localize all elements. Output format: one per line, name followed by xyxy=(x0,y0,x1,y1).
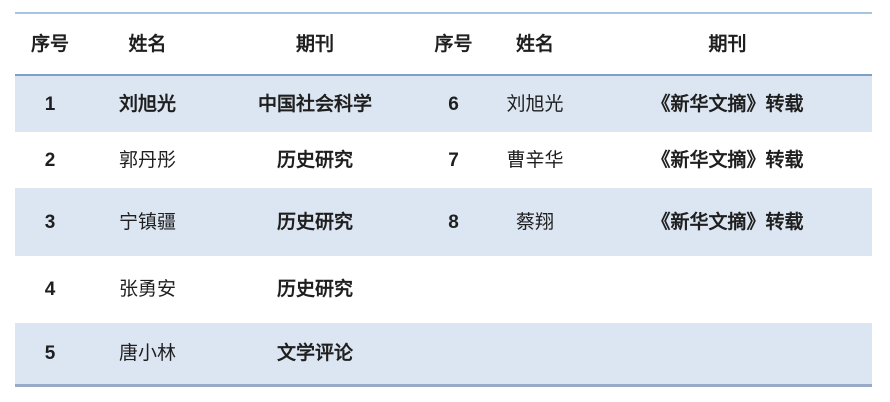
table-row: 1 刘旭光 中国社会科学 6 刘旭光 《新华文摘》转载 xyxy=(15,75,872,132)
header-cell-index-right: 序号 xyxy=(420,13,487,76)
cell-journal: 历史研究 xyxy=(210,188,420,256)
cell-name: 郭丹彤 xyxy=(118,149,176,171)
cell-journal xyxy=(583,323,872,387)
header-cell-name-right: 姓名 xyxy=(487,13,583,76)
header-cell-index-left: 序号 xyxy=(15,13,85,76)
cell-index xyxy=(420,323,487,387)
cell-name: 刘旭光 xyxy=(85,75,210,132)
cell-journal: 历史研究 xyxy=(276,149,353,171)
cell-name: 张勇安 xyxy=(118,279,176,300)
cell-index: 7 xyxy=(448,149,459,171)
cell-name xyxy=(487,256,583,323)
cell-journal: 《新华文摘》转载 xyxy=(583,188,872,256)
cell-name: 刘旭光 xyxy=(487,75,583,132)
cell-index: 5 xyxy=(15,323,85,387)
cell-journal: 历史研究 xyxy=(276,279,353,300)
cell-journal xyxy=(583,256,872,323)
cell-index: 3 xyxy=(15,188,85,256)
publications-table: 序号 姓名 期刊 序号 姓名 期刊 1 刘旭光 中国社会科学 6 刘旭光 《新华… xyxy=(15,12,872,387)
header-row: 序号 姓名 期刊 序号 姓名 期刊 xyxy=(15,13,872,76)
cell-index: 6 xyxy=(420,75,487,132)
cell-index: 4 xyxy=(44,279,56,300)
cell-index: 1 xyxy=(15,75,85,132)
cell-index: 2 xyxy=(44,149,56,171)
cell-name: 宁镇疆 xyxy=(85,188,210,256)
cell-journal: 《新华文摘》转载 xyxy=(583,75,872,132)
cell-index xyxy=(420,256,487,323)
cell-index: 8 xyxy=(420,188,487,256)
cell-name xyxy=(487,323,583,387)
header-cell-journal-right: 期刊 xyxy=(583,13,872,76)
cell-name: 蔡翔 xyxy=(487,188,583,256)
table-row: 2 郭丹彤 历史研究 7 曹辛华 《新华文摘》转载 xyxy=(15,132,872,188)
header-cell-journal-left: 期刊 xyxy=(210,13,420,76)
table-row: 4 张勇安 历史研究 xyxy=(15,256,872,323)
cell-name: 唐小林 xyxy=(85,323,210,387)
header-cell-name-left: 姓名 xyxy=(85,13,210,76)
cell-journal: 《新华文摘》转载 xyxy=(651,149,804,171)
cell-journal: 文学评论 xyxy=(210,323,420,387)
cell-name: 曹辛华 xyxy=(506,149,564,171)
table-row: 3 宁镇疆 历史研究 8 蔡翔 《新华文摘》转载 xyxy=(15,188,872,256)
table-row: 5 唐小林 文学评论 xyxy=(15,323,872,387)
cell-journal: 中国社会科学 xyxy=(210,75,420,132)
